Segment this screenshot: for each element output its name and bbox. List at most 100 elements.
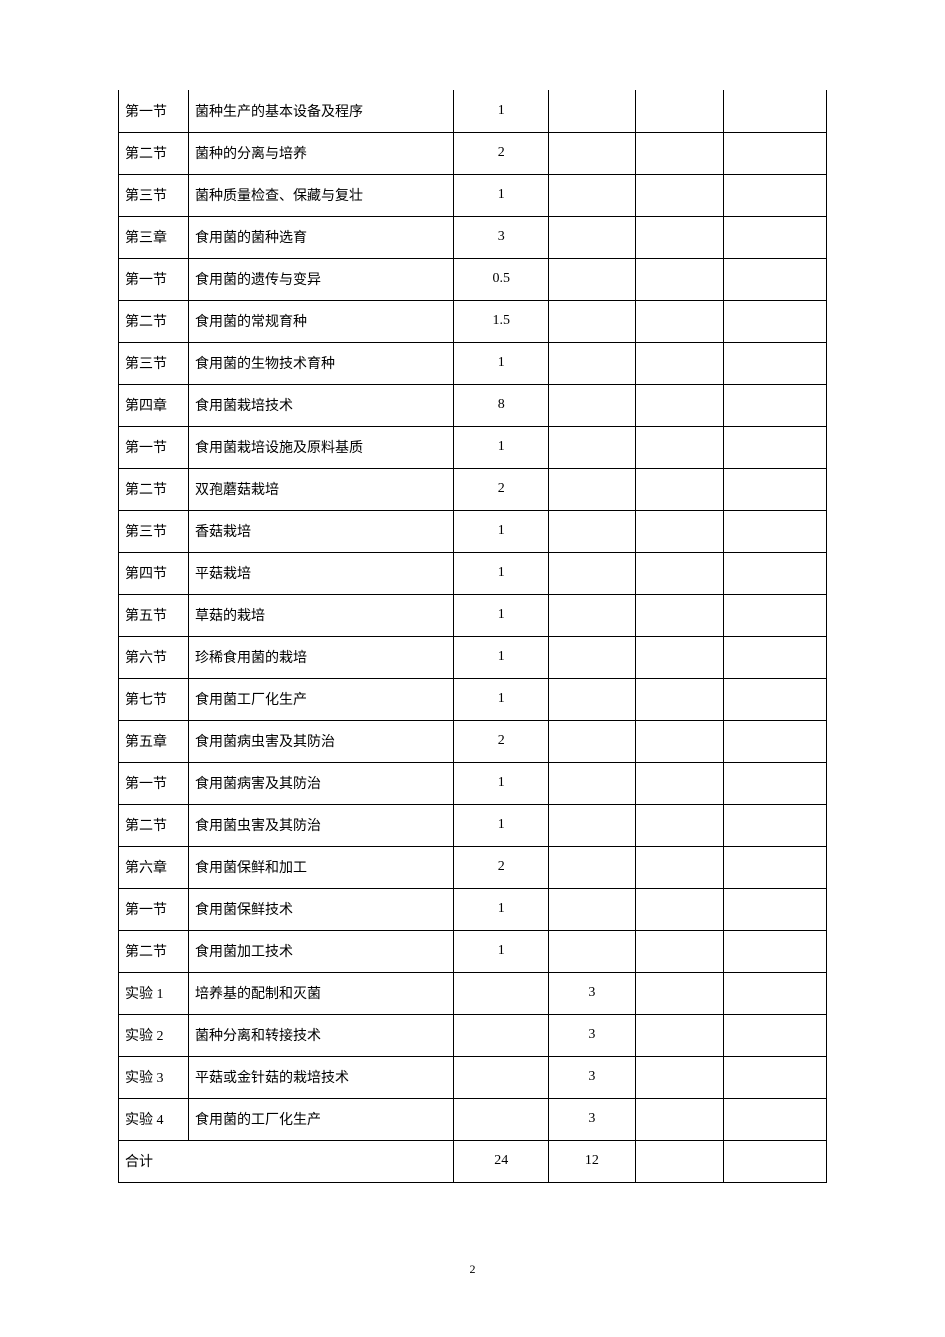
hours2-cell [549,216,635,258]
table-row: 第一节食用菌栽培设施及原料基质1 [119,426,827,468]
hours1-cell: 1 [454,90,549,132]
hours2-cell [549,510,635,552]
blank-cell [724,720,827,762]
hours2-cell [549,552,635,594]
title-cell: 食用菌的遗传与变异 [188,258,454,300]
blank-cell [724,90,827,132]
section-cell: 第七节 [119,678,189,720]
blank-cell [724,174,827,216]
hours1-cell: 1 [454,678,549,720]
table-row: 第六章食用菌保鲜和加工2 [119,846,827,888]
table-row: 第二节食用菌的常规育种1.5 [119,300,827,342]
table-row: 第二节食用菌加工技术1 [119,930,827,972]
blank-cell [635,552,724,594]
blank-cell [724,1014,827,1056]
section-cell: 实验 3 [119,1056,189,1098]
hours1-cell: 2 [454,468,549,510]
table-row: 第三章食用菌的菌种选育3 [119,216,827,258]
section-cell: 第六章 [119,846,189,888]
hours1-cell: 1 [454,552,549,594]
blank-cell [724,426,827,468]
title-cell: 食用菌工厂化生产 [188,678,454,720]
section-cell: 第二节 [119,804,189,846]
hours1-cell [454,1056,549,1098]
hours2-cell [549,720,635,762]
section-cell: 第三节 [119,174,189,216]
section-cell: 第五节 [119,594,189,636]
hours2-cell [549,342,635,384]
hours1-cell [454,1098,549,1140]
title-cell: 菌种生产的基本设备及程序 [188,90,454,132]
blank-cell [635,594,724,636]
section-cell: 第一节 [119,258,189,300]
page-number: 2 [0,1262,945,1277]
title-cell: 菌种质量检查、保藏与复壮 [188,174,454,216]
blank-cell [724,1140,827,1182]
blank-cell [635,678,724,720]
title-cell: 食用菌加工技术 [188,930,454,972]
blank-cell [635,1140,724,1182]
title-cell: 珍稀食用菌的栽培 [188,636,454,678]
table-row: 第一节食用菌病害及其防治1 [119,762,827,804]
hours2-cell [549,846,635,888]
blank-cell [635,216,724,258]
table-row: 第五节草菇的栽培1 [119,594,827,636]
table-row: 第七节食用菌工厂化生产1 [119,678,827,720]
title-cell: 食用菌栽培设施及原料基质 [188,426,454,468]
blank-cell [635,384,724,426]
blank-cell [635,762,724,804]
title-cell: 食用菌的常规育种 [188,300,454,342]
table-row: 第二节菌种的分离与培养2 [119,132,827,174]
section-cell: 第四章 [119,384,189,426]
blank-cell [635,636,724,678]
total-hours1-cell: 24 [454,1140,549,1182]
section-cell: 第二节 [119,132,189,174]
table-row: 第三节食用菌的生物技术育种1 [119,342,827,384]
blank-cell [635,720,724,762]
hours1-cell: 1 [454,762,549,804]
hours2-cell [549,384,635,426]
title-cell: 草菇的栽培 [188,594,454,636]
table-row: 实验 2菌种分离和转接技术3 [119,1014,827,1056]
section-cell: 第三节 [119,510,189,552]
title-cell: 食用菌保鲜和加工 [188,846,454,888]
hours1-cell: 1 [454,426,549,468]
title-cell: 食用菌病害及其防治 [188,762,454,804]
table-row: 第六节珍稀食用菌的栽培1 [119,636,827,678]
hours2-cell [549,888,635,930]
title-cell: 食用菌的生物技术育种 [188,342,454,384]
blank-cell [724,1056,827,1098]
title-cell: 食用菌栽培技术 [188,384,454,426]
section-cell: 第一节 [119,426,189,468]
hours1-cell: 1 [454,636,549,678]
table-row: 第一节食用菌保鲜技术1 [119,888,827,930]
table-row: 第四节平菇栽培1 [119,552,827,594]
section-cell: 第六节 [119,636,189,678]
hours2-cell: 3 [549,972,635,1014]
blank-cell [724,678,827,720]
hours2-cell [549,930,635,972]
table-row: 第一节菌种生产的基本设备及程序1 [119,90,827,132]
hours1-cell: 8 [454,384,549,426]
hours1-cell: 1 [454,594,549,636]
blank-cell [635,510,724,552]
blank-cell [724,552,827,594]
section-cell: 第二节 [119,468,189,510]
blank-cell [635,1014,724,1056]
section-cell: 第二节 [119,930,189,972]
hours2-cell [549,174,635,216]
section-cell: 第四节 [119,552,189,594]
title-cell: 平菇或金针菇的栽培技术 [188,1056,454,1098]
title-cell: 香菇栽培 [188,510,454,552]
hours1-cell: 1.5 [454,300,549,342]
hours1-cell: 1 [454,342,549,384]
hours1-cell: 2 [454,846,549,888]
table-row: 第二节双孢蘑菇栽培2 [119,468,827,510]
blank-cell [724,300,827,342]
section-cell: 第一节 [119,762,189,804]
blank-cell [724,636,827,678]
table-row: 第二节食用菌虫害及其防治1 [119,804,827,846]
blank-cell [635,258,724,300]
blank-cell [724,384,827,426]
blank-cell [724,888,827,930]
